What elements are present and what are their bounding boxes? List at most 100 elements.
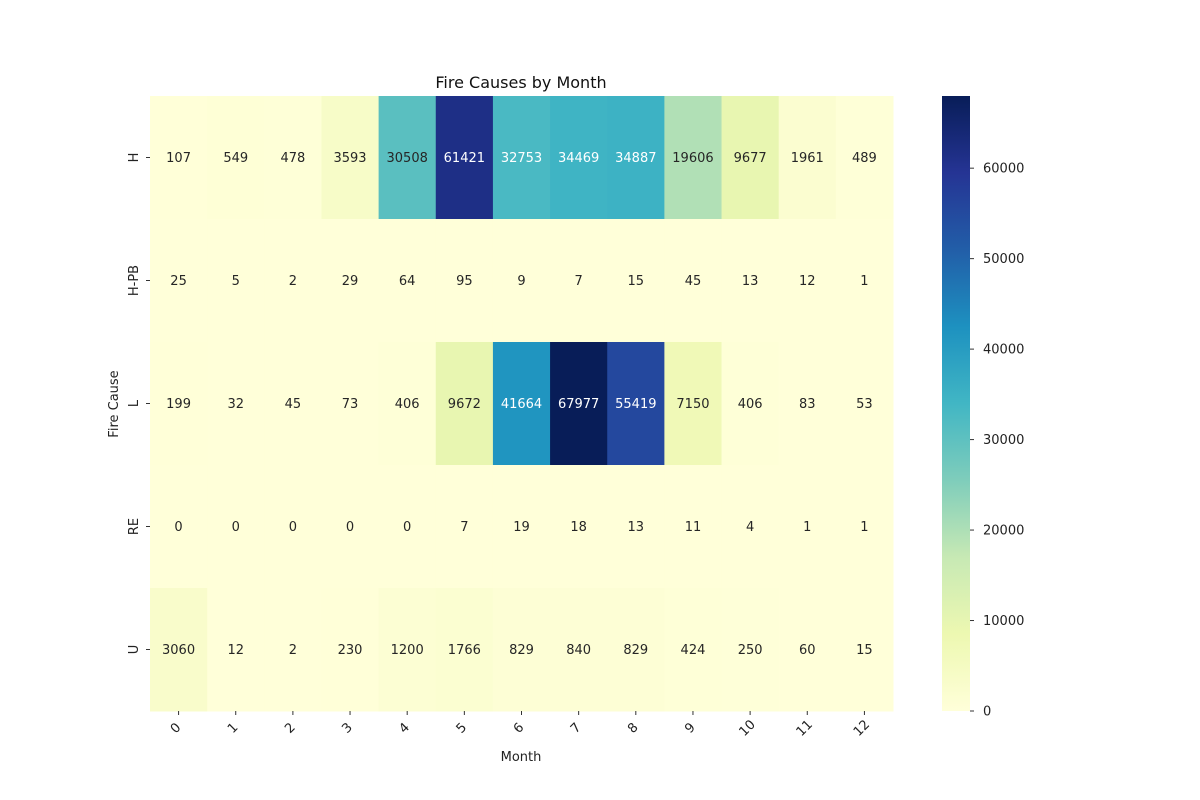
cell-value-label: 61421 — [444, 151, 485, 166]
cell-value-label: 60 — [799, 643, 816, 658]
heatmap-cell — [435, 465, 494, 589]
x-tick-labels: 0 1 2 3 4 5 6 7 8 9 10 11 12 — [168, 711, 873, 740]
cell-value-label: 45 — [285, 397, 302, 412]
heatmap-cell — [721, 342, 780, 466]
colorbar-tick-label: 60000 — [983, 162, 1024, 177]
cell-value-label: 107 — [166, 151, 191, 166]
cell-value-label: 2 — [289, 643, 297, 658]
heatmap-cell — [321, 342, 380, 466]
cell-value-label: 549 — [223, 151, 248, 166]
heatmap-cell — [778, 342, 837, 466]
heatmap-cell — [550, 588, 608, 712]
cell-value-label: 840 — [566, 643, 591, 658]
heatmap-cell — [492, 588, 551, 712]
cell-value-label: 3593 — [333, 151, 366, 166]
heatmap-cell — [207, 342, 265, 466]
cell-value-label: 0 — [403, 520, 411, 535]
heatmap-cell — [321, 96, 380, 220]
heatmap-cell — [835, 465, 894, 589]
heatmap-cell — [607, 96, 665, 220]
cell-value-label: 34887 — [615, 151, 656, 166]
heatmap-cell — [378, 465, 437, 589]
cell-value-label: 1961 — [791, 151, 824, 166]
cell-value-label: 13 — [742, 274, 759, 289]
heatmap-cell — [435, 342, 494, 466]
heatmap-cell — [550, 342, 608, 466]
cell-value-label: 11 — [685, 520, 702, 535]
colorbar-tick-label: 20000 — [983, 524, 1024, 539]
y-tick-label: RE — [127, 518, 142, 535]
heatmap-cell — [378, 342, 437, 466]
y-tick-label: H — [127, 153, 142, 163]
heatmap-cell — [150, 588, 208, 712]
x-tick-label: 6 — [511, 720, 527, 736]
heatmap-cell — [321, 219, 380, 343]
cell-value-label: 1 — [803, 520, 811, 535]
cell-value-label: 41664 — [501, 397, 542, 412]
cell-value-label: 55419 — [615, 397, 656, 412]
cell-value-label: 95 — [456, 274, 473, 289]
x-tick-label: 9 — [682, 720, 698, 736]
cell-value-label: 12 — [799, 274, 816, 289]
cell-value-label: 32 — [227, 397, 244, 412]
colorbar-tick-label: 50000 — [983, 252, 1024, 267]
y-tick-labels: H H-PB L RE U — [127, 153, 150, 654]
colorbar: 0 10000 20000 30000 40000 50000 60000 — [942, 96, 1024, 720]
cell-value-label: 3060 — [162, 643, 195, 658]
cell-value-label: 0 — [232, 520, 240, 535]
colorbar-tick-label: 10000 — [983, 614, 1024, 629]
heatmap-cell — [664, 96, 723, 220]
heatmap-cell — [835, 342, 894, 466]
x-tick-label: 0 — [168, 720, 184, 736]
x-tick-label: 10 — [736, 717, 758, 739]
colorbar-gradient — [942, 96, 970, 711]
cell-value-label: 73 — [342, 397, 359, 412]
cell-value-label: 9 — [517, 274, 525, 289]
cell-value-label: 25 — [170, 274, 187, 289]
heatmap-cell — [492, 219, 551, 343]
cell-value-label: 12 — [227, 643, 244, 658]
heatmap-cell — [150, 342, 208, 466]
heatmap-cell — [264, 342, 322, 466]
cell-value-label: 424 — [681, 643, 706, 658]
cell-value-label: 7150 — [676, 397, 709, 412]
cell-value-label: 199 — [166, 397, 191, 412]
heatmap-cell — [721, 465, 780, 589]
cell-value-label: 250 — [738, 643, 763, 658]
chart-title: Fire Causes by Month — [435, 73, 606, 92]
heatmap-cells: 107 549 478 3593 30508 61421 32753 34469 34887 19… — [150, 96, 894, 712]
cell-value-label: 67977 — [558, 397, 599, 412]
y-axis-label: Fire Cause — [107, 370, 122, 437]
heatmap-cell — [721, 219, 780, 343]
cell-value-label: 478 — [280, 151, 305, 166]
heatmap-cell — [150, 96, 208, 220]
x-tick-label: 11 — [794, 717, 816, 739]
heatmap-cell — [778, 588, 837, 712]
cell-value-label: 19606 — [672, 151, 713, 166]
y-tick-label: L — [127, 399, 142, 407]
heatmap-cell — [664, 465, 723, 589]
heatmap-cell — [321, 465, 380, 589]
cell-value-label: 406 — [738, 397, 763, 412]
heatmap-cell — [378, 588, 437, 712]
x-tick-label: 3 — [339, 720, 355, 736]
x-tick-label: 12 — [851, 717, 873, 739]
cell-value-label: 0 — [289, 520, 297, 535]
cell-value-label: 29 — [342, 274, 359, 289]
cell-value-label: 0 — [346, 520, 354, 535]
heatmap-cell — [207, 219, 265, 343]
heatmap-cell — [435, 588, 494, 712]
heatmap-cell — [778, 465, 837, 589]
cell-value-label: 4 — [746, 520, 754, 535]
heatmap-cell — [607, 342, 665, 466]
cell-value-label: 15 — [628, 274, 645, 289]
cell-value-label: 1 — [860, 274, 868, 289]
heatmap-cell — [378, 96, 437, 220]
heatmap-cell — [607, 588, 665, 712]
x-tick-label: 8 — [625, 720, 641, 736]
heatmap-cell — [835, 96, 894, 220]
cell-value-label: 15 — [856, 643, 873, 658]
cell-value-label: 13 — [628, 520, 645, 535]
x-tick-label: 5 — [454, 720, 470, 736]
cell-value-label: 83 — [799, 397, 816, 412]
